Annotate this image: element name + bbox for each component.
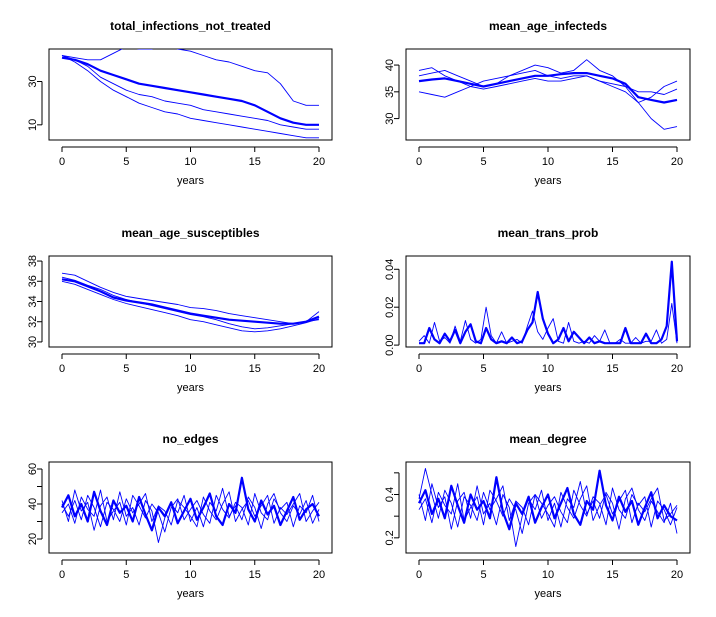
run-series-line-3 (418, 67, 678, 95)
run-series-line-1 (61, 272, 320, 325)
run-series-line-1 (418, 302, 678, 344)
run-series-line-3 (418, 468, 678, 528)
run-series-line-1 (418, 59, 678, 103)
run-series-line-2 (61, 55, 319, 130)
plot-frame (405, 255, 691, 348)
y-tick-label: 0.00 (384, 334, 396, 355)
mean-series-line-0 (61, 56, 319, 126)
x-tick-label: 20 (671, 569, 683, 581)
x-tick-label: 5 (123, 569, 129, 581)
mean-series-line-0 (61, 278, 320, 325)
run-series-line-3 (61, 55, 319, 139)
x-tick-label: 10 (542, 363, 554, 375)
x-axis-label: years (535, 175, 562, 187)
run-series-line-1 (61, 49, 319, 106)
x-axis-label: years (535, 382, 562, 394)
y-tick-label: 34 (27, 295, 39, 307)
x-axis-label: years (535, 588, 562, 600)
x-tick-label: 0 (416, 569, 422, 581)
panel-3: mean_trans_prob 0 5 10 15 20 years 0.00 0.02 0.04 (384, 226, 691, 394)
y-tick-label: 36 (27, 275, 39, 287)
x-tick-label: 5 (123, 156, 129, 168)
chart-title: mean_age_infecteds (489, 19, 607, 33)
y-tick-label: 40 (384, 59, 396, 71)
x-axis-label: years (177, 175, 204, 187)
y-tick-label: 32 (27, 316, 39, 328)
x-tick-label: 10 (184, 156, 196, 168)
x-tick-label: 5 (480, 363, 486, 375)
y-tick-label: 40 (27, 498, 39, 510)
x-tick-label: 0 (59, 363, 65, 375)
mean-series-line-0 (419, 260, 679, 345)
y-tick-label: 30 (27, 336, 39, 348)
x-tick-label: 0 (59, 156, 65, 168)
chart-title: mean_degree (509, 432, 587, 446)
x-tick-label: 10 (184, 569, 196, 581)
plot-frame (48, 461, 333, 554)
x-tick-label: 5 (480, 569, 486, 581)
panel-2: mean_age_susceptibles 0 5 10 15 20 years 30 32 34… (27, 226, 333, 394)
chart-title: mean_trans_prob (498, 226, 599, 240)
x-tick-label: 20 (671, 156, 683, 168)
x-tick-label: 0 (416, 156, 422, 168)
mean-series-line-0 (418, 469, 678, 531)
x-tick-label: 10 (184, 363, 196, 375)
x-tick-label: 15 (249, 156, 261, 168)
plot-frame (405, 461, 691, 554)
plot-frame (48, 255, 333, 348)
chart-title: no_edges (162, 432, 218, 446)
panel-5: mean_degree 0 5 10 15 20 years 0.2 0.4 (384, 432, 691, 600)
run-series-line-3 (61, 491, 320, 528)
x-axis-label: years (177, 382, 204, 394)
run-series-line-2 (61, 280, 320, 333)
x-tick-label: 20 (313, 156, 325, 168)
x-tick-label: 10 (542, 569, 554, 581)
y-tick-label: 35 (384, 86, 396, 98)
plot-frame (405, 48, 691, 141)
x-tick-label: 20 (313, 569, 325, 581)
mean-series-line-0 (61, 476, 320, 532)
y-tick-label: 20 (27, 533, 39, 545)
y-tick-label: 0.4 (384, 487, 396, 502)
x-tick-label: 15 (249, 363, 261, 375)
x-tick-label: 15 (606, 363, 618, 375)
y-tick-label: 38 (27, 255, 39, 267)
x-tick-label: 0 (416, 363, 422, 375)
y-tick-label: 60 (27, 463, 39, 475)
mean-series-line-0 (418, 72, 678, 104)
x-tick-label: 15 (606, 156, 618, 168)
run-series-line-3 (61, 276, 320, 330)
x-tick-label: 5 (480, 156, 486, 168)
x-tick-label: 20 (671, 363, 683, 375)
panel-1: mean_age_infecteds 0 5 10 15 20 years 30 35 40 (384, 19, 691, 187)
x-tick-label: 15 (249, 569, 261, 581)
y-tick-label: 0.2 (384, 530, 396, 545)
run-series-line-2 (418, 69, 678, 130)
x-tick-label: 15 (606, 569, 618, 581)
run-series-line-1 (418, 481, 678, 547)
y-tick-label: 10 (27, 119, 39, 131)
plot-frame (48, 48, 333, 141)
y-tick-label: 0.02 (384, 296, 396, 317)
run-series-line-1 (61, 487, 320, 543)
chart-title: total_infections_not_treated (110, 19, 271, 33)
panel-4: no_edges 0 5 10 15 20 years 20 40 60 (27, 432, 333, 600)
y-tick-label: 30 (27, 75, 39, 87)
x-tick-label: 5 (123, 363, 129, 375)
x-tick-label: 0 (59, 569, 65, 581)
x-tick-label: 20 (313, 363, 325, 375)
panel-0: total_infections_not_treated 0 5 10 15 20 year… (27, 19, 333, 187)
y-tick-label: 0.04 (384, 259, 396, 280)
x-tick-label: 10 (542, 156, 554, 168)
y-tick-label: 30 (384, 112, 396, 124)
x-axis-label: years (177, 588, 204, 600)
chart-title: mean_age_susceptibles (121, 226, 259, 240)
